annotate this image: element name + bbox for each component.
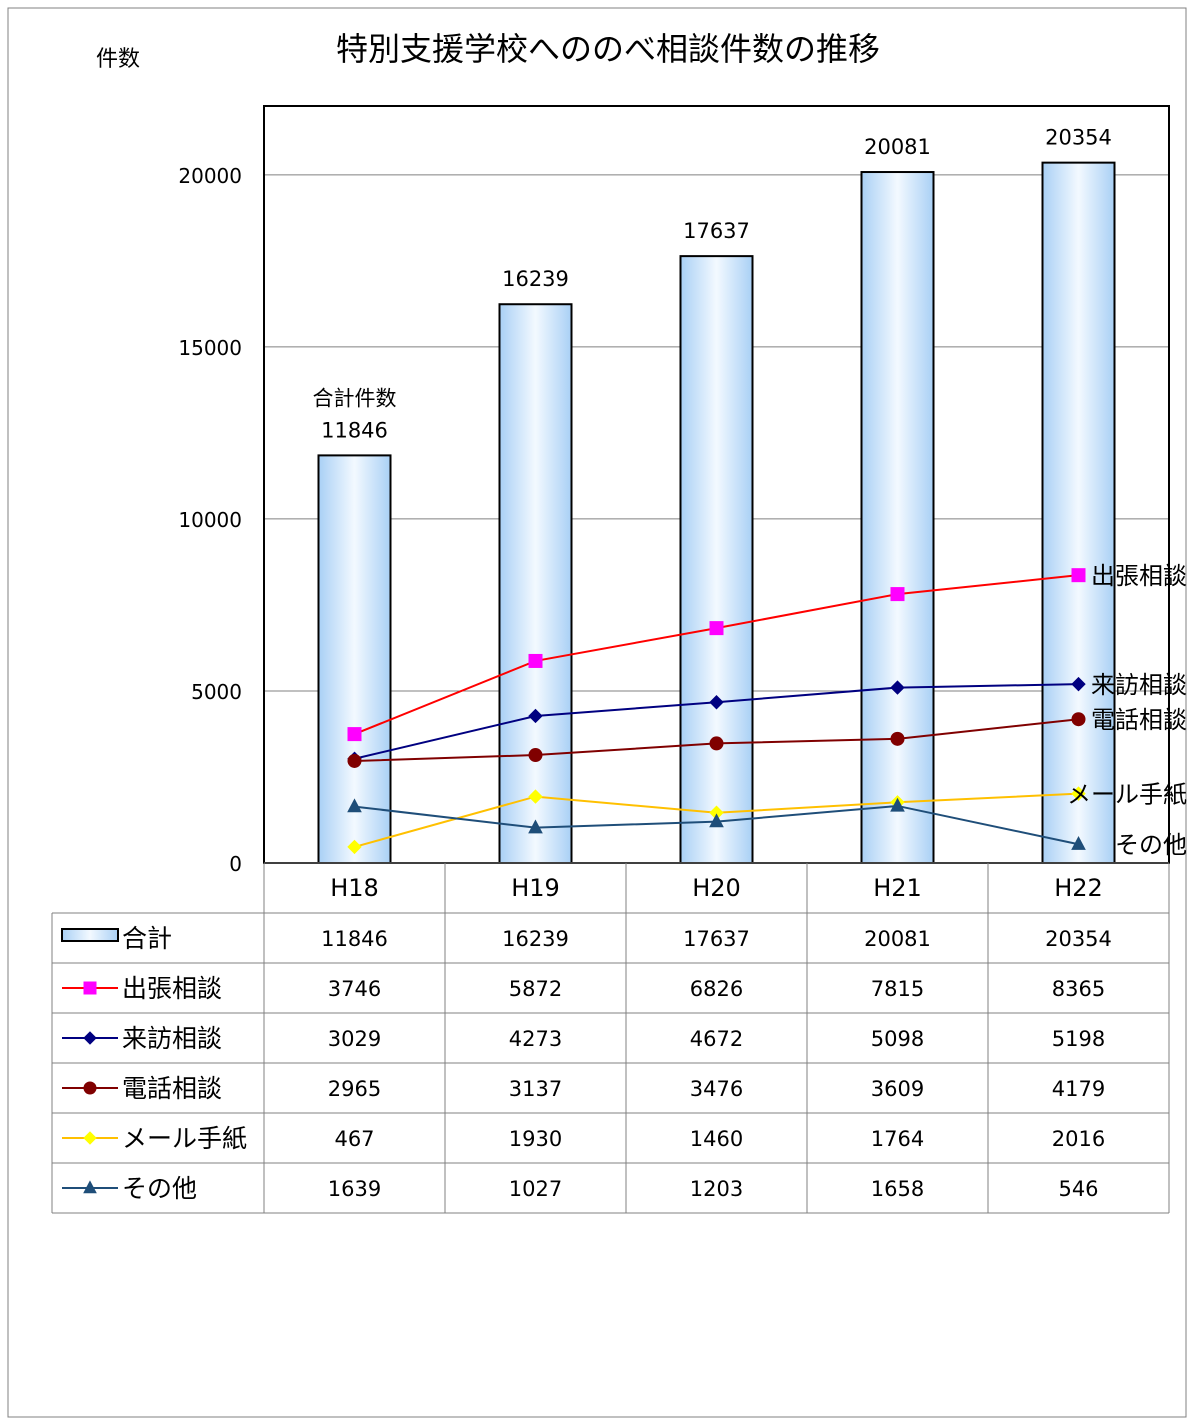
table-value: 4273	[509, 1027, 562, 1051]
legend-series-name: 合計	[122, 924, 172, 953]
category-label: H18	[330, 874, 379, 902]
series-marker	[347, 798, 362, 813]
table-value: 1460	[690, 1127, 743, 1151]
series-end-label: 電話相談	[1091, 706, 1187, 734]
table-value: 467	[334, 1127, 374, 1151]
series-marker	[347, 727, 362, 742]
series-end-label: メール手紙	[1067, 781, 1187, 809]
y-tick-label: 10000	[178, 508, 242, 532]
table-value: 1764	[871, 1127, 924, 1151]
series-marker	[709, 736, 724, 751]
table-value: 4672	[690, 1027, 743, 1051]
table-value: 7815	[871, 977, 924, 1001]
series-marker	[528, 748, 543, 763]
series-marker	[890, 587, 905, 602]
series-marker	[709, 695, 724, 710]
table-value: 16239	[502, 927, 569, 951]
table-value: 5872	[509, 977, 562, 1001]
series-marker	[1071, 568, 1086, 583]
series-marker	[890, 797, 905, 812]
bar	[860, 171, 935, 864]
line-series	[347, 568, 1086, 855]
legend-key-bar	[61, 928, 119, 942]
y-tick-label: 15000	[178, 336, 242, 360]
series-marker	[1071, 712, 1086, 727]
table-value: 1639	[328, 1177, 381, 1201]
y-axis-ticks: 0 5000 10000 15000 20000	[178, 164, 242, 876]
series-marker	[347, 839, 362, 855]
table-value: 1658	[871, 1177, 924, 1201]
series-marker	[1071, 786, 1086, 801]
bar-value-label: 20081	[864, 135, 931, 159]
category-label: H20	[692, 874, 741, 902]
table-value: 2016	[1052, 1127, 1105, 1151]
y-tick-label: 5000	[191, 680, 242, 704]
table-value: 8365	[1052, 977, 1105, 1001]
legend-key-marker	[83, 1180, 97, 1194]
y-tick-label: 20000	[178, 164, 242, 188]
legend-series-name: 来訪相談	[122, 1024, 222, 1053]
category-label: H19	[511, 874, 560, 902]
table-value: 20354	[1045, 927, 1112, 951]
bar-value-label: 11846	[321, 418, 388, 442]
table-value: 1203	[690, 1177, 743, 1201]
table-value: 5198	[1052, 1027, 1105, 1051]
series-marker	[1071, 835, 1086, 850]
table-value: 3029	[328, 1027, 381, 1051]
category-label: H21	[873, 874, 922, 902]
series-marker	[528, 819, 543, 834]
bar	[317, 454, 392, 864]
bar-value-label: 20354	[1045, 126, 1112, 150]
bar-annotation: 合計件数	[313, 386, 397, 410]
legend-key-marker	[83, 1081, 97, 1095]
table-value: 3476	[690, 1077, 743, 1101]
table-value: 5098	[871, 1027, 924, 1051]
table-value: 20081	[864, 927, 931, 951]
table-value: 2965	[328, 1077, 381, 1101]
series-end-label: 来訪相談	[1091, 671, 1187, 699]
legend-series-name: その他	[122, 1174, 197, 1203]
legend-key-marker	[83, 981, 97, 995]
legend-series-name: 出張相談	[122, 974, 222, 1003]
series-marker	[890, 731, 905, 746]
legend-key-marker	[83, 1131, 97, 1145]
table-value: 3137	[509, 1077, 562, 1101]
series-end-label: その他	[1115, 831, 1187, 859]
series-end-label: 出張相談	[1091, 562, 1187, 590]
series-marker	[528, 708, 543, 724]
data-labels: 11846 16239 17637 20081 20354 合計件数出張相談来訪相談電話相…	[313, 126, 1188, 860]
series-marker	[528, 653, 543, 668]
legend-key-marker	[83, 1031, 97, 1045]
table-value: 1930	[509, 1127, 562, 1151]
bar	[498, 303, 573, 864]
data-table: H18 H19 H20 H21 H22 合計 11846 16239 17637 20081 203…	[51, 862, 1170, 1214]
bar	[1041, 161, 1116, 864]
table-value: 17637	[683, 927, 750, 951]
category-label: H22	[1054, 874, 1103, 902]
chart-frame	[7, 7, 1187, 1418]
table-value: 11846	[321, 927, 388, 951]
bar	[679, 255, 754, 864]
table-value: 1027	[509, 1177, 562, 1201]
bar-value-label: 17637	[683, 219, 750, 243]
table-value: 3746	[328, 977, 381, 1001]
bar-value-label: 16239	[502, 267, 569, 291]
legend-series-name: 電話相談	[122, 1074, 222, 1103]
table-value: 3609	[871, 1077, 924, 1101]
y-axis-label: 件数	[96, 47, 140, 72]
series-marker	[890, 680, 905, 695]
series-marker	[347, 753, 362, 768]
series-marker	[1071, 676, 1086, 692]
legend-series-name: メール手紙	[122, 1124, 247, 1153]
table-value: 6826	[690, 977, 743, 1001]
table-value: 4179	[1052, 1077, 1105, 1101]
series-marker	[709, 621, 724, 636]
y-tick-label: 0	[229, 852, 242, 876]
table-value: 546	[1058, 1177, 1098, 1201]
series-marker	[528, 789, 543, 804]
series-marker	[709, 813, 724, 828]
chart-title: 特別支援学校へののべ相談件数の推移	[336, 30, 880, 68]
